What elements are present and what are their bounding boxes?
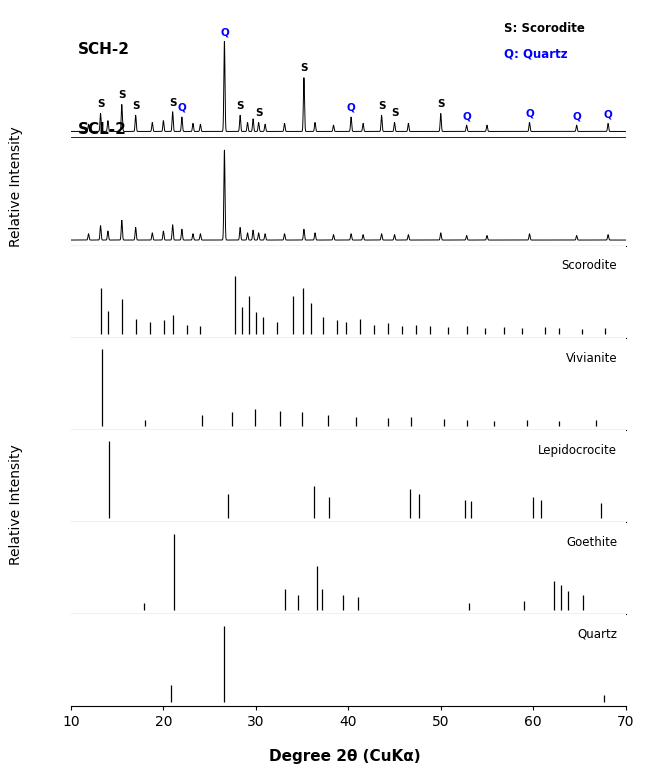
Text: S: S — [118, 91, 126, 100]
Text: Q: Q — [177, 103, 186, 113]
Text: S: S — [132, 101, 139, 111]
Text: Vivianite: Vivianite — [566, 352, 617, 365]
Text: Q: Q — [604, 109, 613, 120]
Text: Q: Q — [525, 109, 534, 119]
Text: S: S — [255, 109, 263, 119]
Text: Q: Q — [572, 111, 581, 121]
Text: Goethite: Goethite — [566, 535, 617, 549]
Text: S: S — [378, 101, 385, 111]
Text: Relative Intensity: Relative Intensity — [9, 126, 23, 247]
Text: S: S — [300, 64, 308, 74]
Text: S: S — [236, 101, 244, 111]
Text: Degree 2θ (CuKα): Degree 2θ (CuKα) — [269, 749, 421, 764]
Text: Lepidocrocite: Lepidocrocite — [539, 444, 617, 456]
Text: Quartz: Quartz — [577, 628, 617, 641]
Text: S: S — [391, 109, 398, 119]
Text: S: S — [169, 98, 176, 108]
Text: Scorodite: Scorodite — [562, 259, 617, 272]
Text: SCL-2: SCL-2 — [78, 122, 127, 137]
Text: S: S — [97, 99, 104, 109]
Text: Q: Q — [462, 111, 471, 121]
Text: Q: Q — [220, 27, 229, 37]
Text: SCH-2: SCH-2 — [78, 42, 130, 57]
Text: Q: Q — [347, 103, 355, 113]
Text: S: Scorodite: S: Scorodite — [504, 23, 584, 36]
Text: Q: Quartz: Q: Quartz — [504, 48, 567, 61]
Text: S: S — [437, 99, 444, 109]
Text: Relative Intensity: Relative Intensity — [9, 444, 23, 565]
